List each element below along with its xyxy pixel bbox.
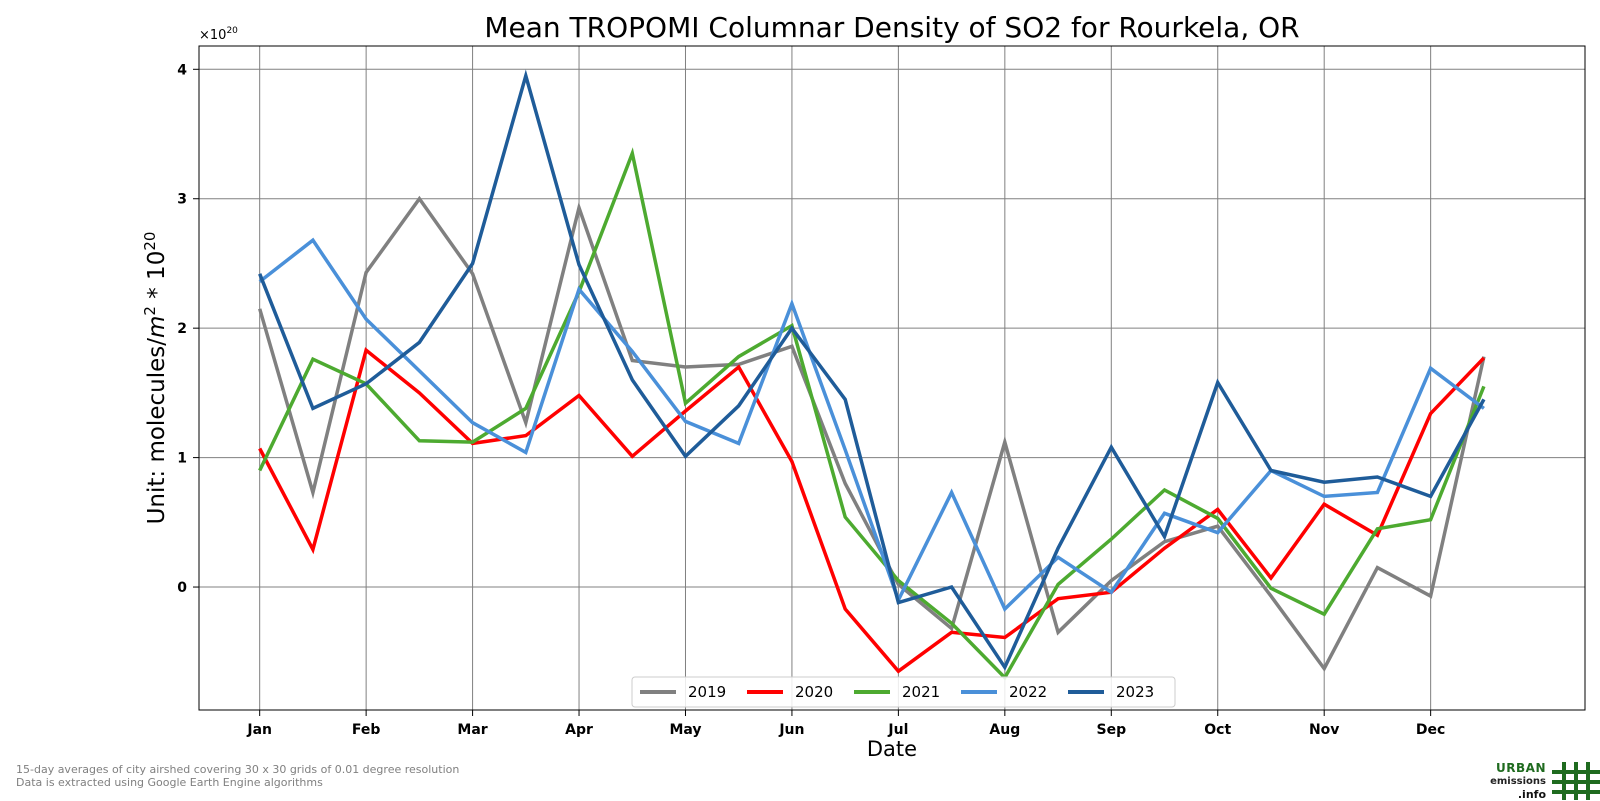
y-tick-label: 2 (177, 321, 187, 337)
x-tick-label: Apr (565, 722, 593, 738)
x-tick-label: Jul (887, 722, 908, 738)
series-line-2021 (258, 147, 1486, 681)
x-tick-label: May (669, 722, 701, 738)
x-tick-label: Nov (1309, 722, 1339, 738)
y-axis-label: Unit: molecules/m2 * 1020 (141, 232, 170, 525)
y-tick-label: 0 (177, 580, 187, 596)
legend-label-2022: 2022 (1009, 683, 1047, 701)
plot-area-frame (198, 45, 1586, 711)
y-tick-label: 1 (177, 451, 187, 467)
legend-label-2021: 2021 (902, 683, 940, 701)
logo-text-urban: URBAN (1496, 761, 1546, 775)
y-tick-label: 4 (177, 62, 187, 78)
x-tick-label: Sep (1096, 722, 1126, 738)
series-line-2023 (258, 69, 1486, 671)
legend-label-2020: 2020 (795, 683, 833, 701)
x-tick-label: Mar (457, 722, 487, 738)
grid-lines (199, 46, 1585, 710)
logo-text-emissions: emissions (1490, 776, 1546, 787)
x-tick-label: Feb (352, 722, 381, 738)
legend: 2019 2020 2021 2022 2023 (631, 676, 1176, 708)
x-tick-label: Oct (1204, 722, 1231, 738)
x-tick-label: Jan (246, 722, 272, 738)
x-tick-label: Aug (989, 722, 1020, 738)
footnote-averaging: 15-day averages of city airshed covering… (16, 763, 460, 776)
y-tick-label: 3 (177, 192, 187, 208)
x-axis-label: Date (867, 737, 917, 761)
series-line-2022 (258, 237, 1485, 612)
chart-title: Mean TROPOMI Columnar Density of SO2 for… (484, 11, 1299, 44)
legend-label-2023: 2023 (1116, 683, 1154, 701)
footnote-data-source: Data is extracted using Google Earth Eng… (16, 776, 323, 789)
series-lines (258, 69, 1486, 681)
series-line-2020 (258, 347, 1486, 674)
y-axis-offset-label: ×1020 (199, 26, 238, 43)
series-line-2019 (258, 195, 1486, 672)
urban-emissions-logo: URBAN emissions .info (1490, 760, 1600, 801)
logo-text-info: .info (1517, 788, 1546, 801)
x-tick-label: Dec (1416, 722, 1445, 738)
hash-grid-icon (1552, 762, 1600, 800)
legend-box (631, 676, 1176, 708)
x-tick-label: Jun (778, 722, 804, 738)
legend-label-2019: 2019 (688, 683, 726, 701)
axis-ticks: Jan Feb Mar Apr May Jun Jul Aug Sep Oct Nov Dec 0 1 2 3… (177, 62, 1445, 738)
